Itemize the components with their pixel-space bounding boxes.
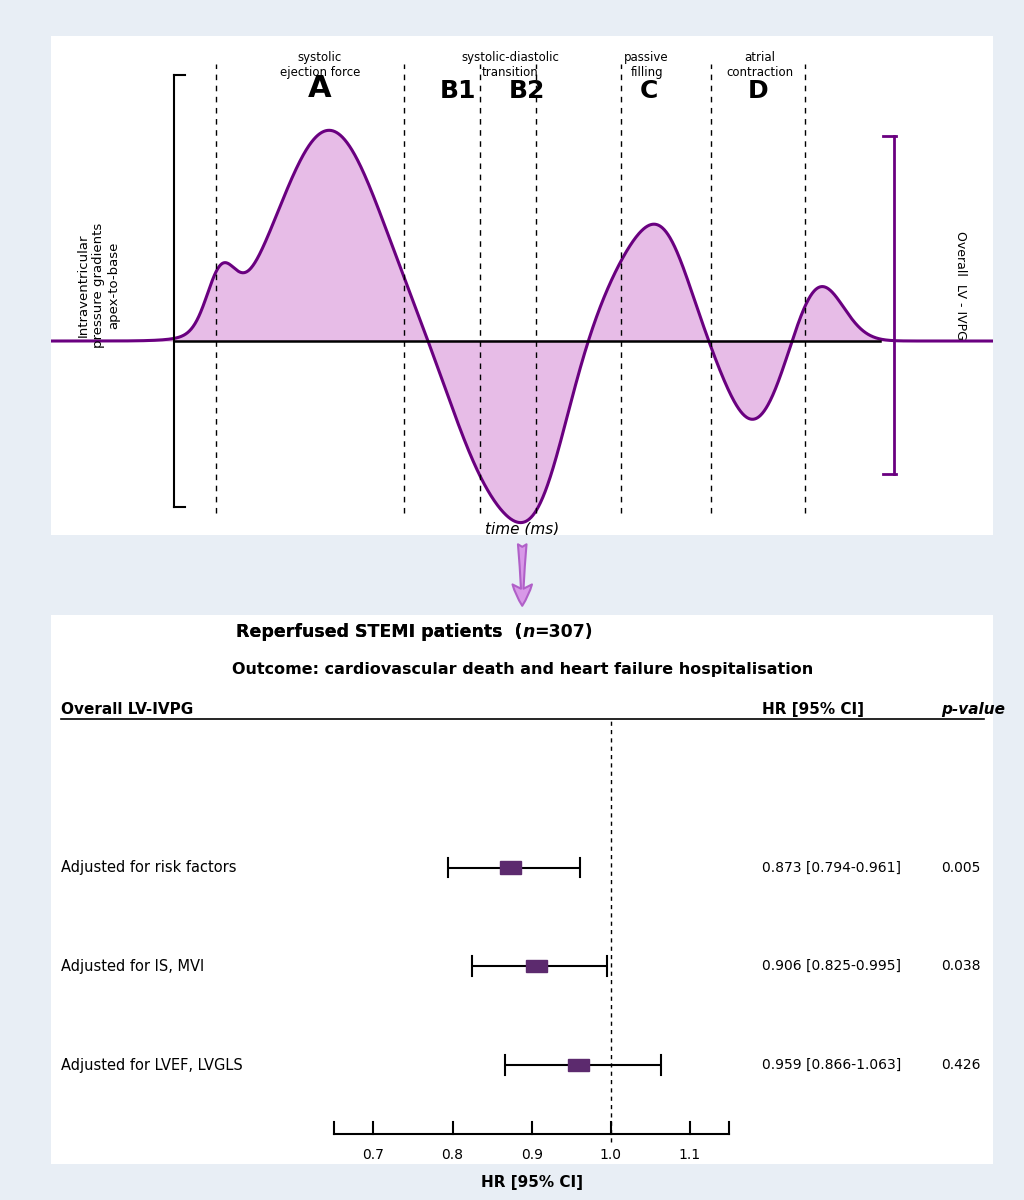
Text: Adjusted for LVEF, LVGLS: Adjusted for LVEF, LVGLS xyxy=(60,1057,243,1073)
Text: Overall LV-IVPG: Overall LV-IVPG xyxy=(60,702,193,716)
Text: Intraventricular
pressure gradients
apex-to-base: Intraventricular pressure gradients apex… xyxy=(77,223,120,348)
Text: 0.005: 0.005 xyxy=(941,860,981,875)
Text: C: C xyxy=(640,78,658,102)
Text: A: A xyxy=(308,73,332,102)
Text: 0.9: 0.9 xyxy=(520,1147,543,1162)
Text: 0.8: 0.8 xyxy=(441,1147,464,1162)
Text: B1: B1 xyxy=(440,78,476,102)
FancyBboxPatch shape xyxy=(526,960,547,972)
Text: Reperfused STEMI patients  (: Reperfused STEMI patients ( xyxy=(236,623,522,641)
Text: 0.7: 0.7 xyxy=(362,1147,384,1162)
Text: time (ms): time (ms) xyxy=(485,521,559,536)
Text: passive
filling: passive filling xyxy=(625,50,669,79)
Text: 0.873 [0.794-0.961]: 0.873 [0.794-0.961] xyxy=(763,860,901,875)
Text: systolic
ejection force: systolic ejection force xyxy=(280,50,359,79)
Text: Outcome: cardiovascular death and heart failure hospitalisation: Outcome: cardiovascular death and heart … xyxy=(231,661,813,677)
Text: Overall  LV - IVPG: Overall LV - IVPG xyxy=(953,232,967,340)
FancyBboxPatch shape xyxy=(568,1060,589,1072)
Text: HR [95% CI]: HR [95% CI] xyxy=(480,1175,583,1190)
FancyArrowPatch shape xyxy=(513,545,531,606)
Text: 0.038: 0.038 xyxy=(941,959,981,973)
Text: atrial
contraction: atrial contraction xyxy=(726,50,794,79)
Text: =307): =307) xyxy=(535,623,593,641)
Text: B2: B2 xyxy=(509,78,545,102)
Text: Reperfused STEMI patients  (: Reperfused STEMI patients ( xyxy=(236,623,522,641)
Text: D: D xyxy=(748,78,768,102)
Text: n: n xyxy=(522,623,535,641)
Text: Reperfused STEMI patients  (: Reperfused STEMI patients ( xyxy=(236,623,522,641)
Text: 1.1: 1.1 xyxy=(679,1147,701,1162)
FancyBboxPatch shape xyxy=(500,862,520,874)
Text: 0.906 [0.825-0.995]: 0.906 [0.825-0.995] xyxy=(763,959,901,973)
Text: Adjusted for IS, MVI: Adjusted for IS, MVI xyxy=(60,959,204,974)
Text: Adjusted for risk factors: Adjusted for risk factors xyxy=(60,860,237,875)
Text: HR [95% CI]: HR [95% CI] xyxy=(763,702,864,716)
Text: p-value: p-value xyxy=(941,702,1006,716)
Text: 0.426: 0.426 xyxy=(941,1058,981,1072)
Text: 1.0: 1.0 xyxy=(600,1147,622,1162)
Text: systolic-diastolic
transition: systolic-diastolic transition xyxy=(461,50,559,79)
Text: 0.959 [0.866-1.063]: 0.959 [0.866-1.063] xyxy=(763,1058,902,1072)
